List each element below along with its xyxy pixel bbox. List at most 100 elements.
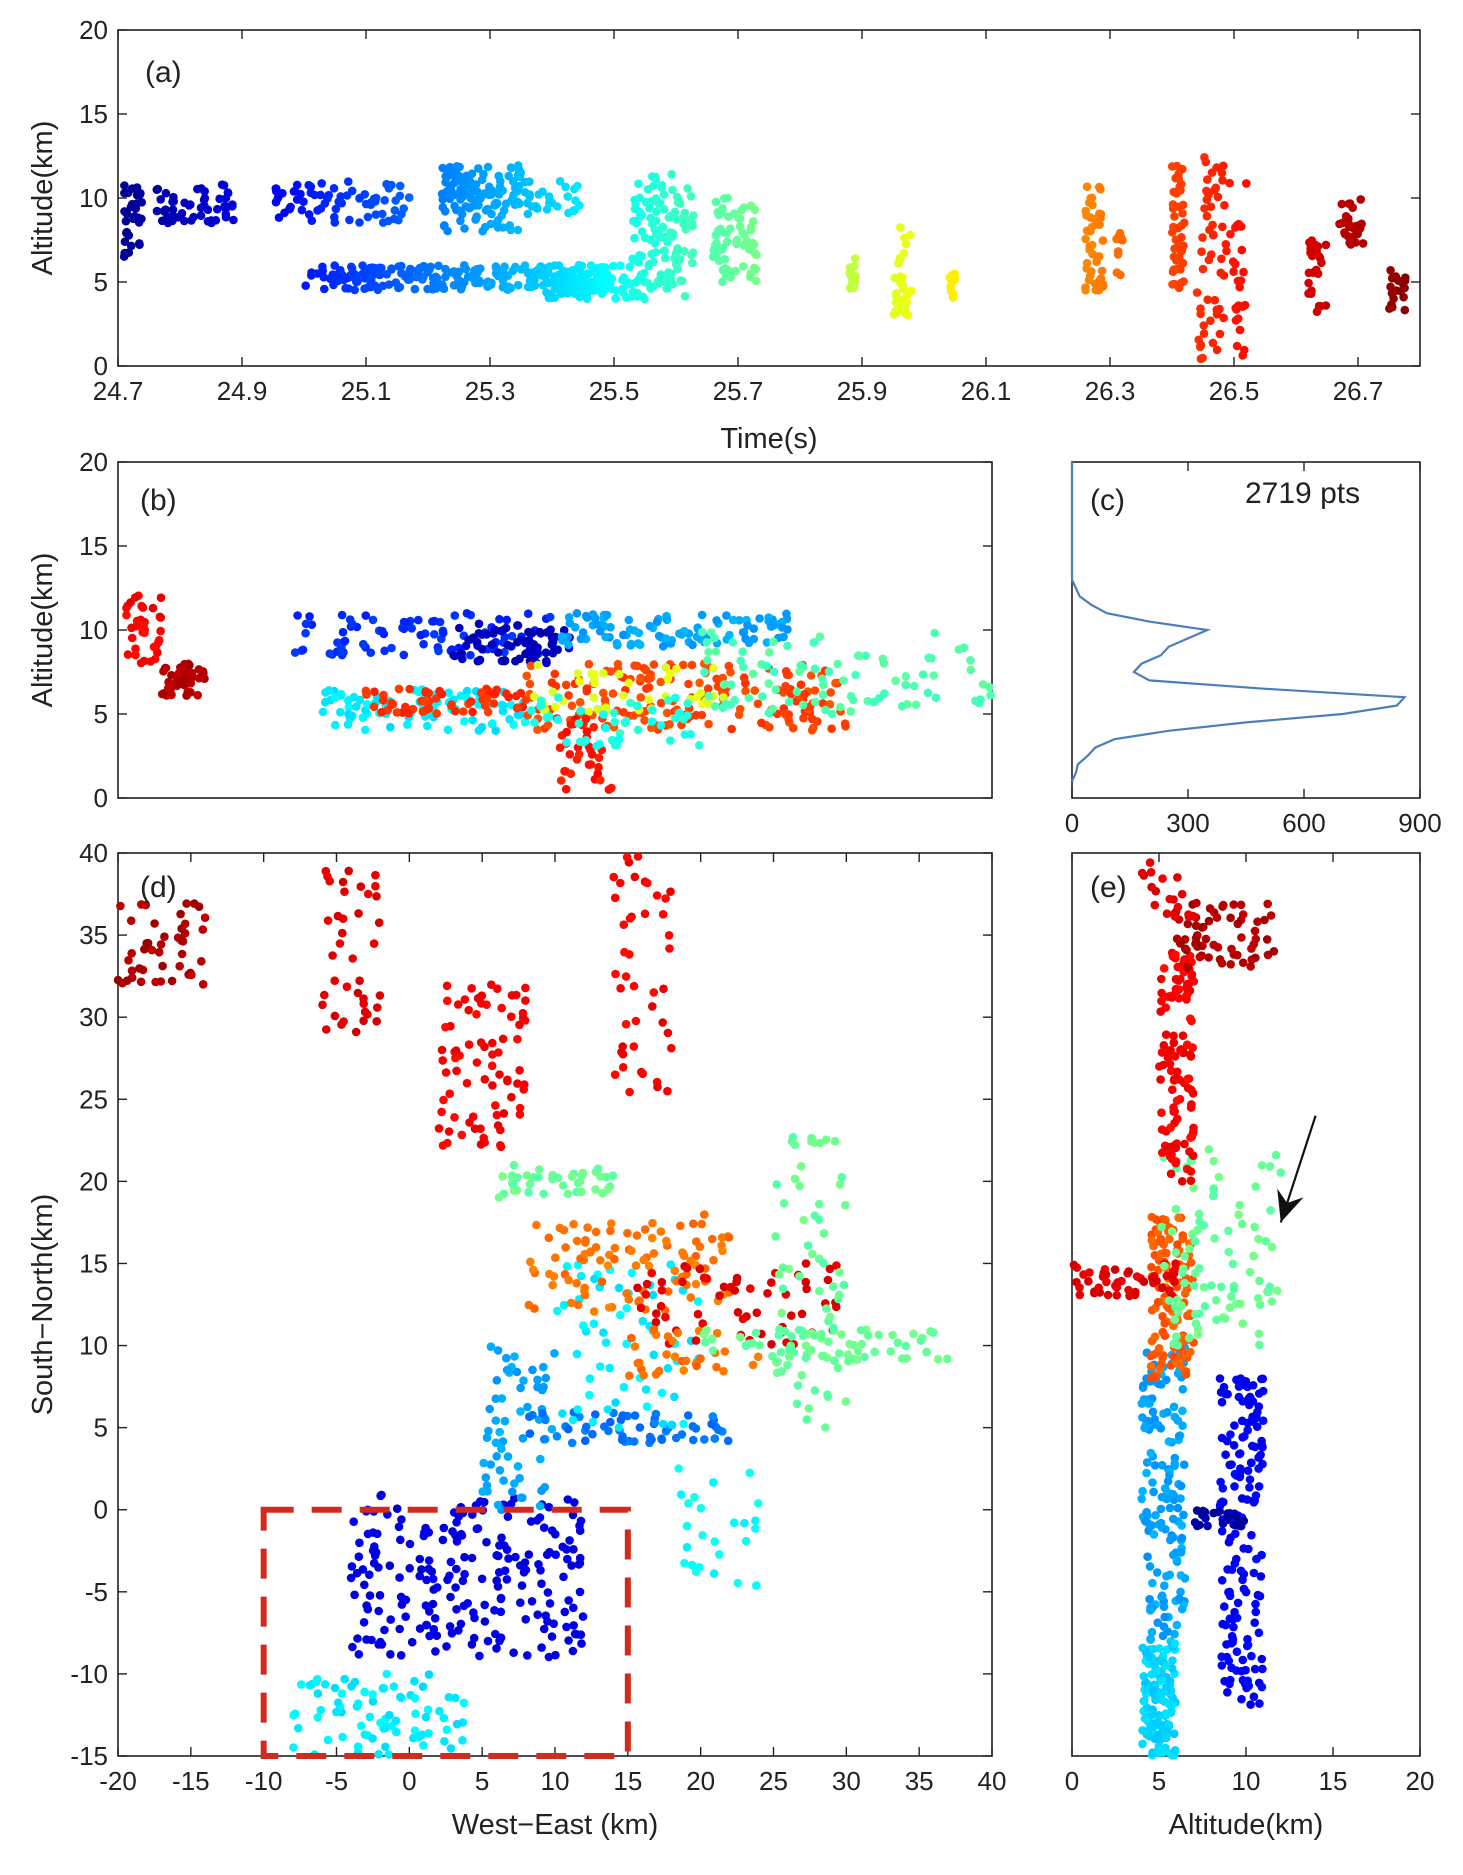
- data-point: [347, 1562, 357, 1571]
- data-point: [729, 209, 739, 218]
- data-point: [601, 632, 610, 642]
- data-point: [439, 1713, 449, 1723]
- data-point: [430, 630, 439, 639]
- data-point: [420, 1528, 429, 1537]
- data-point: [1170, 212, 1179, 221]
- data-point: [1085, 1268, 1094, 1277]
- data-point: [946, 282, 955, 291]
- data-point: [420, 262, 429, 272]
- data-point: [611, 294, 620, 303]
- data-point: [779, 632, 788, 642]
- data-point: [606, 284, 616, 294]
- data-point: [1345, 220, 1354, 229]
- data-point: [137, 214, 146, 224]
- data-point: [1216, 1388, 1226, 1397]
- data-point: [1229, 1281, 1239, 1291]
- data-point: [1180, 1252, 1189, 1261]
- data-point: [527, 282, 536, 292]
- data-point: [681, 1356, 691, 1366]
- data-point: [780, 1326, 789, 1336]
- data-point: [596, 1172, 605, 1181]
- data-point: [978, 680, 988, 689]
- data-point: [1191, 1268, 1200, 1278]
- data-point: [575, 698, 585, 707]
- data-point: [1212, 913, 1222, 922]
- data-point: [519, 1085, 528, 1094]
- data-point: [591, 1410, 600, 1419]
- data-point: [1254, 1329, 1264, 1339]
- data-point: [193, 690, 202, 700]
- data-point: [839, 676, 848, 685]
- data-point: [1081, 283, 1090, 292]
- data-point: [543, 1588, 553, 1597]
- data-point: [323, 1735, 333, 1745]
- data-point: [338, 1732, 347, 1742]
- data-point: [1207, 250, 1216, 259]
- data-point: [611, 969, 620, 979]
- data-point: [564, 691, 573, 700]
- data-point: [622, 852, 632, 862]
- data-point: [599, 710, 608, 719]
- data-point: [568, 1415, 578, 1425]
- data-point: [1148, 1578, 1157, 1588]
- data-point: [1171, 1358, 1181, 1368]
- data-point: [404, 709, 413, 718]
- data-point: [542, 713, 551, 722]
- data-point: [363, 1529, 373, 1539]
- data-point: [1193, 931, 1202, 940]
- data-point: [1256, 1572, 1266, 1581]
- data-point: [301, 619, 311, 629]
- data-point: [852, 1355, 862, 1365]
- data-point: [544, 1652, 554, 1662]
- data-point: [1140, 1696, 1149, 1705]
- data-point: [458, 1736, 467, 1745]
- data-point: [120, 237, 130, 246]
- data-point: [159, 689, 168, 698]
- data-point: [1160, 1319, 1169, 1328]
- data-point: [740, 1518, 749, 1528]
- data-point: [493, 984, 502, 993]
- data-point: [1267, 1242, 1277, 1252]
- data-point: [1072, 1277, 1081, 1287]
- data-point: [466, 188, 475, 197]
- panel-d-points: [113, 852, 952, 1759]
- data-point: [1157, 1125, 1167, 1134]
- data-point: [1220, 1676, 1229, 1686]
- data-point: [788, 1132, 798, 1142]
- data-point: [515, 1110, 525, 1119]
- panel-label-e: (e): [1090, 871, 1127, 904]
- data-point: [479, 1458, 489, 1468]
- data-point: [1228, 257, 1238, 266]
- data-point: [1075, 1290, 1085, 1300]
- data-point: [600, 695, 610, 705]
- data-point: [131, 650, 140, 660]
- data-point: [1168, 1656, 1177, 1665]
- data-point: [1150, 900, 1160, 910]
- data-point: [317, 179, 327, 188]
- data-point: [1171, 1248, 1181, 1257]
- data-point: [1345, 238, 1354, 247]
- data-point: [328, 951, 337, 960]
- data-point: [1186, 1103, 1196, 1112]
- data-point: [503, 1512, 513, 1521]
- y-tick-label: 10: [79, 1331, 108, 1361]
- data-point: [1243, 1418, 1253, 1428]
- data-point: [1226, 913, 1235, 923]
- panel-label-b: (b): [140, 484, 177, 517]
- data-point: [553, 715, 563, 725]
- data-point: [450, 1693, 460, 1703]
- data-point: [649, 988, 659, 997]
- data-point: [1237, 1666, 1246, 1676]
- data-point: [641, 666, 651, 675]
- data-point: [336, 707, 345, 717]
- data-point: [1171, 1548, 1181, 1557]
- arrow-head-icon: [1277, 1188, 1304, 1223]
- data-point: [391, 278, 401, 287]
- data-point: [1183, 979, 1192, 989]
- data-point: [474, 619, 484, 629]
- data-point: [803, 1241, 813, 1250]
- data-point: [446, 1557, 456, 1567]
- data-point: [1103, 1290, 1113, 1300]
- data-point: [1177, 247, 1186, 256]
- data-point: [736, 1332, 745, 1342]
